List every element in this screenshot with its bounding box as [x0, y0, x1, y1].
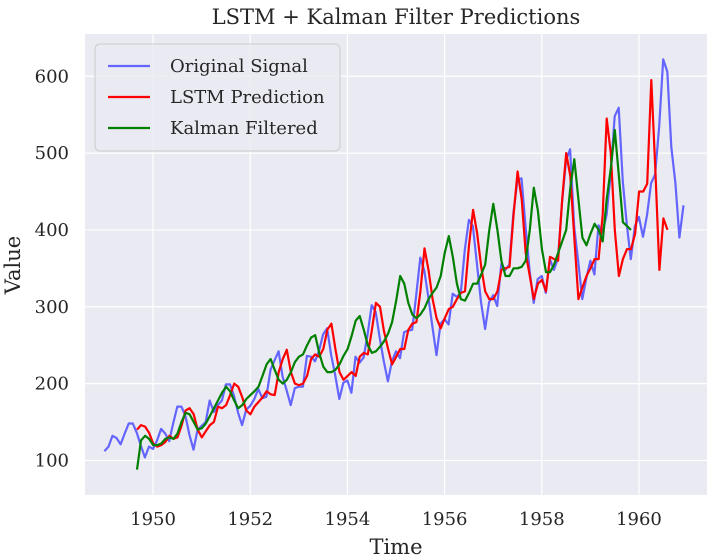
legend-box — [94, 43, 341, 152]
y-axis-label: Value — [1, 236, 25, 295]
y-axis-ticks: 100 200 300 400 500 600 — [35, 66, 69, 471]
y-tick-label: 400 — [35, 220, 69, 241]
x-axis-label: Time — [369, 535, 422, 559]
x-tick-label: 1950 — [130, 509, 176, 530]
y-tick-label: 500 — [35, 143, 69, 164]
y-tick-label: 100 — [35, 450, 69, 471]
x-tick-label: 1954 — [325, 509, 371, 530]
legend-label-original-signal: Original Signal — [170, 56, 308, 77]
legend-label-kalman-filtered: Kalman Filtered — [170, 118, 318, 139]
y-tick-label: 300 — [35, 297, 69, 318]
chart-title: LSTM + Kalman Filter Predictions — [212, 5, 581, 29]
series-line-kalman-filtered — [135, 128, 632, 470]
x-tick-label: 1960 — [616, 509, 662, 530]
x-tick-label: 1952 — [227, 509, 273, 530]
legend-label-lstm-prediction: LSTM Prediction — [170, 87, 325, 108]
series-group — [103, 58, 685, 470]
x-axis-ticks: 1950 1952 1954 1956 1958 1960 — [130, 509, 662, 530]
y-tick-label: 200 — [35, 374, 69, 395]
legend: Original Signal LSTM Prediction Kalman Fil… — [94, 43, 341, 152]
x-tick-label: 1958 — [519, 509, 565, 530]
x-tick-label: 1956 — [422, 509, 468, 530]
series-line-lstm-prediction — [136, 78, 669, 448]
y-tick-label: 600 — [35, 66, 69, 87]
